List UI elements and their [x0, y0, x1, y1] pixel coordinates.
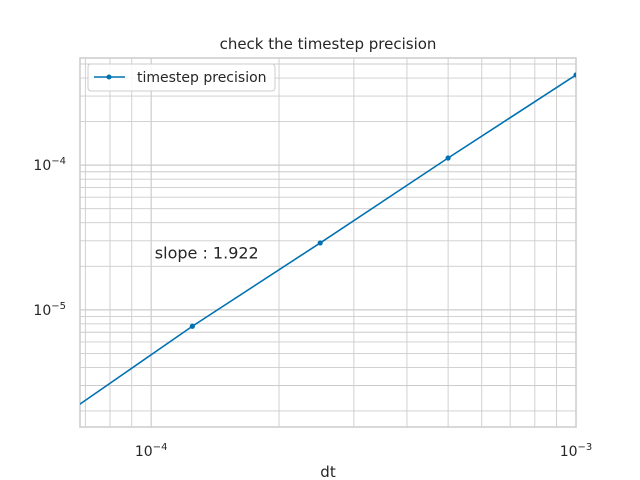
- series-group: [62, 72, 576, 417]
- y-tick-label: 10−4: [33, 156, 66, 174]
- data-point: [573, 72, 576, 78]
- data-point: [317, 240, 323, 246]
- x-tick-label: 10−3: [560, 442, 593, 460]
- plot-frame: [79, 57, 577, 428]
- legend-marker: [106, 74, 112, 80]
- legend-label: timestep precision: [137, 70, 267, 86]
- chart-title: check the timestep precision: [220, 35, 437, 53]
- legend: timestep precision: [87, 63, 276, 92]
- data-point: [445, 155, 451, 161]
- legend-box: [87, 63, 276, 92]
- grid: [80, 58, 576, 427]
- y-tick-labels: 10−5 10−4: [33, 156, 66, 319]
- x-tick-labels: 10−4 10−3: [135, 442, 592, 460]
- x-tick-label: 10−4: [135, 442, 168, 460]
- plot-background: [80, 58, 576, 427]
- y-tick-label: 10−5: [33, 301, 66, 319]
- data-point: [189, 323, 195, 329]
- slope-annotation: slope : 1.922: [155, 244, 259, 263]
- x-axis-label: dt: [320, 463, 336, 480]
- data-point: [62, 412, 67, 417]
